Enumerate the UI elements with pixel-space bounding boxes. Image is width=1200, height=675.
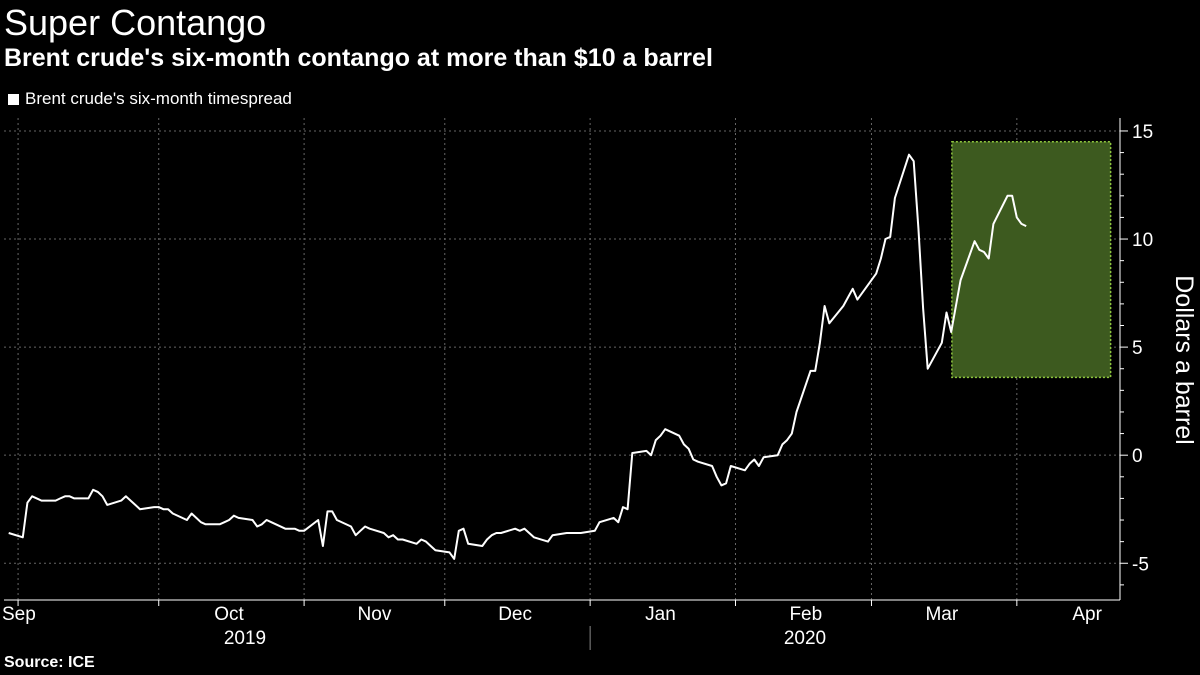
- x-tick-label: Sep: [2, 604, 36, 625]
- highlight-box: [951, 141, 1112, 379]
- x-tick-label: Oct: [214, 604, 244, 625]
- chart-subtitle: Brent crude's six-month contango at more…: [4, 44, 713, 72]
- chart-title: Super Contango: [4, 2, 267, 43]
- x-tick-label: Jan: [645, 604, 676, 625]
- source-note: Source: ICE: [4, 654, 95, 671]
- x-tick-label: Feb: [789, 604, 822, 625]
- x-tick-label: Apr: [1072, 604, 1102, 625]
- y-tick-label: 15: [1132, 122, 1153, 143]
- series-line: [8, 153, 1027, 560]
- y-tick-label: 0: [1132, 446, 1143, 467]
- legend-label: Brent crude's six-month timespread: [25, 89, 292, 108]
- x-year-label: 2020: [784, 628, 826, 649]
- y-tick-label: -5: [1132, 554, 1149, 575]
- legend: Brent crude's six-month timespread: [8, 89, 292, 109]
- x-year-label: 2019: [224, 628, 266, 649]
- x-tick-label: Mar: [925, 604, 958, 625]
- x-tick-label: Nov: [358, 604, 392, 625]
- x-tick-label: Dec: [498, 604, 532, 625]
- y-tick-label: 5: [1132, 338, 1143, 359]
- y-tick-label: 10: [1132, 230, 1153, 251]
- y-axis-label: Dollars a barrel: [1170, 275, 1198, 445]
- legend-swatch: [8, 93, 19, 105]
